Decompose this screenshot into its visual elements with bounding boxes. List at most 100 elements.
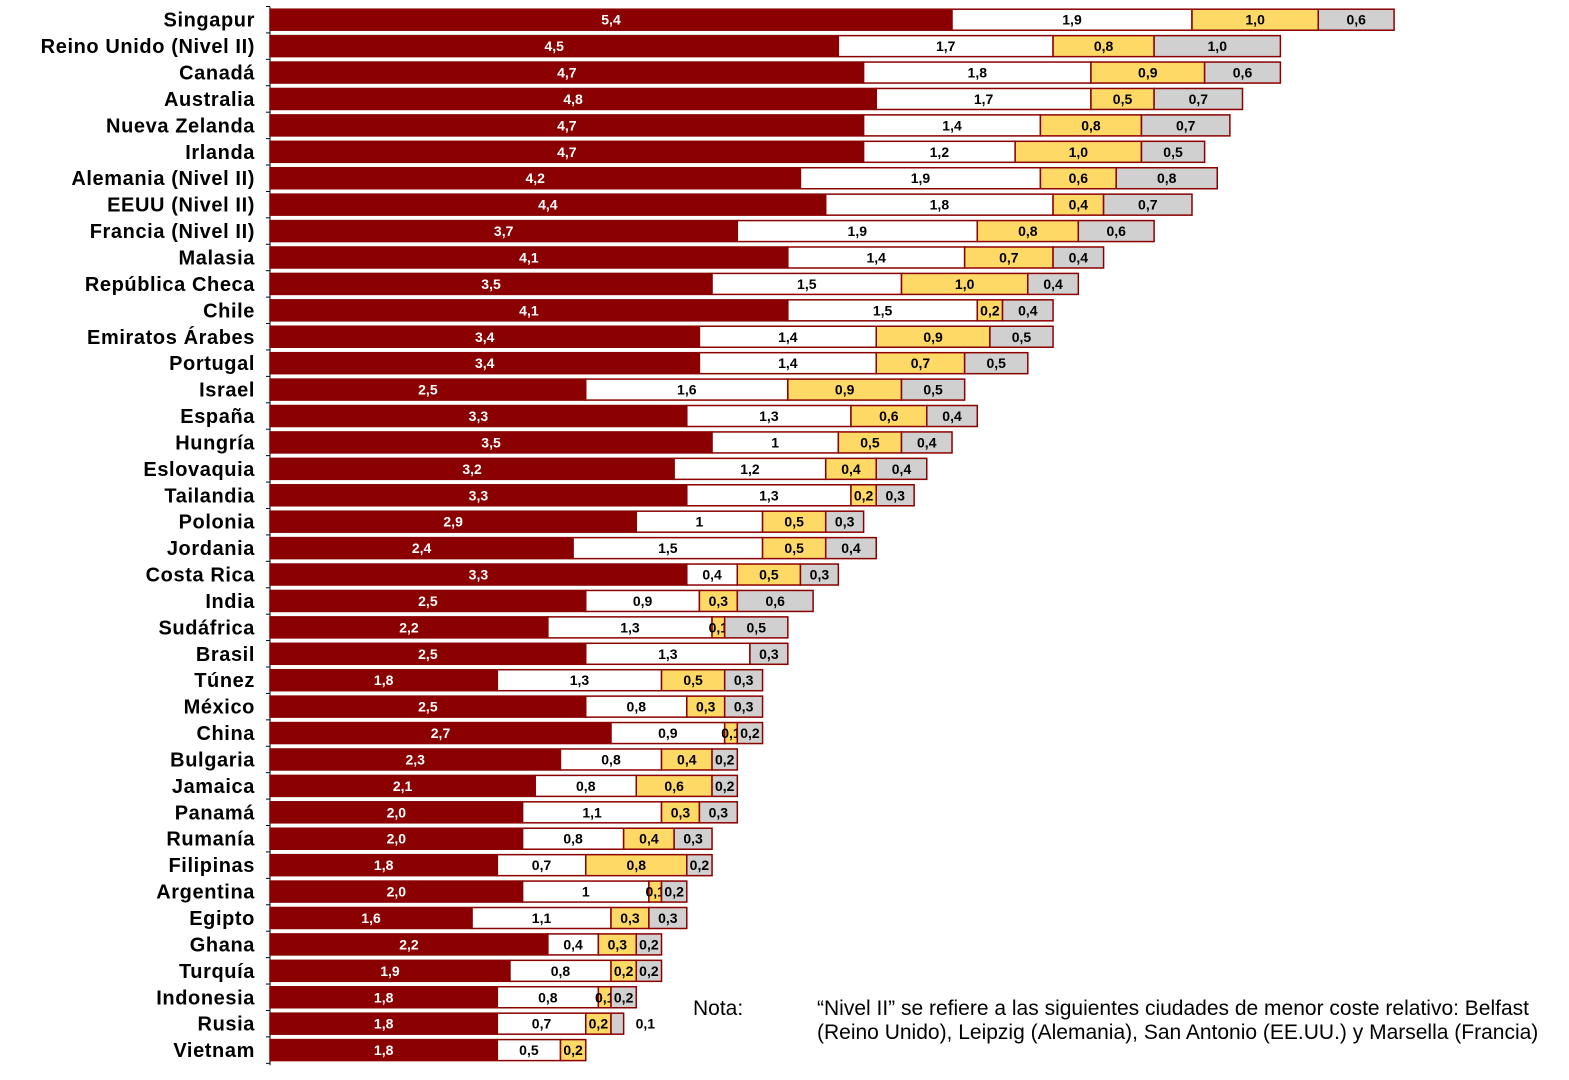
category-label: Jamaica [172,776,255,798]
data-label: 0,4 [1018,302,1038,318]
data-label: 0,5 [860,434,880,450]
bar-segment-series-4 [1140,114,1231,137]
data-label: 1,1 [582,804,602,820]
category-label: Singapur [164,10,255,32]
bar-segment-series-4 [926,404,979,428]
category-label: Túnez [194,670,255,692]
bar-segment-series-4 [1317,8,1395,31]
data-label: 1 [771,434,779,450]
data-label: 3,5 [481,276,501,292]
data-label: 0,4 [942,408,962,424]
bar-segment-series-4 [900,431,953,454]
bar-segment-series-4 [824,510,865,533]
data-label: 1,0 [1245,12,1265,28]
data-label: 1,3 [570,672,590,688]
data-label: 4,1 [519,302,539,318]
data-label: 0,3 [608,936,628,952]
data-label: 0,8 [627,857,647,873]
data-label: 0,7 [532,1016,552,1032]
data-label: 1,9 [911,170,931,186]
bar-segment-series-4 [1077,219,1155,243]
data-label: 2,0 [387,884,407,900]
data-label: 0,2 [690,857,710,873]
data-label: 1,4 [942,117,962,133]
data-label: 2,0 [387,804,407,820]
category-label: Hungría [175,432,255,454]
bar-segment-series-4 [1001,299,1054,322]
data-label: 1,7 [936,38,956,54]
data-label: 3,2 [462,461,482,477]
data-label: 0,3 [620,910,640,926]
data-label: 2,0 [387,831,407,847]
data-label: 1,8 [930,197,950,213]
data-label: 0,7 [1176,117,1196,133]
bar-segment-series-4 [1115,166,1218,190]
data-label: 0,2 [854,487,874,503]
data-label: 0,8 [576,778,596,794]
bar-segment-series-4 [736,589,814,613]
data-label: 0,4 [639,831,659,847]
data-label: 0,8 [1081,117,1101,133]
data-label: 0,4 [1069,249,1089,265]
data-label: 0,4 [892,461,912,477]
data-label: 0,7 [1138,197,1158,213]
data-label: 0,2 [589,1016,609,1032]
bar-segment-series-4 [824,536,877,560]
bar-segment-series-4 [900,378,966,401]
data-label: 1,8 [374,672,394,688]
data-label: 0,5 [923,382,943,398]
data-label: 4,7 [557,144,577,160]
data-label: 0,8 [1157,170,1177,186]
data-label: 4,8 [563,91,583,107]
data-label: 2,2 [399,619,419,635]
data-label: 0,2 [980,302,1000,318]
category-label: Nueva Zelanda [106,115,255,137]
category-label: Francia (Nivel II) [90,221,255,243]
bar-segment-series-4 [698,801,739,824]
data-label: 0,5 [1012,329,1032,345]
data-label: 0,8 [538,989,558,1005]
data-label: 0,3 [709,593,729,609]
data-label: 0,5 [784,514,804,530]
data-label: 0,3 [671,804,691,820]
data-label: 1,8 [374,989,394,1005]
data-label: 1 [696,514,704,530]
data-label: 0,6 [1346,12,1366,28]
data-label: 0,2 [614,989,634,1005]
bar-segment-series-4 [610,1012,625,1035]
data-label: 0,8 [1094,38,1114,54]
data-label: 0,3 [810,567,830,583]
category-label: Canadá [179,63,255,85]
category-label: México [184,697,255,719]
data-label: 0,6 [1233,65,1253,81]
data-label: 1 [582,884,590,900]
bar-segment-series-4 [749,642,789,666]
data-label: 0,3 [734,699,754,715]
bar-segment-series-4 [1027,272,1080,296]
bar-segment-series-4 [1153,87,1244,111]
data-label: 1,9 [848,223,868,239]
data-label: 2,1 [393,778,413,794]
data-label: 0,6 [765,593,785,609]
data-label: 2,2 [399,936,419,952]
data-label: 4,5 [544,38,564,54]
data-label: 0,4 [677,751,697,767]
bar-segment-series-4 [610,986,638,1009]
note-label: Nota: [693,997,744,1020]
data-label: 3,4 [475,329,495,345]
data-label: 0,6 [1106,223,1126,239]
data-label: 0,4 [841,540,861,556]
bar-segment-series-4 [1203,61,1282,84]
data-label: 0,8 [601,751,621,767]
data-label: 0,5 [519,1042,539,1058]
data-label: 3,7 [494,223,514,239]
data-label: 1,3 [759,487,779,503]
bar-segment-series-4 [711,774,739,798]
data-label: 1,0 [1069,144,1089,160]
data-label: 2,4 [412,540,432,556]
category-label: Reino Unido (Nivel II) [41,36,255,58]
data-label: 1,5 [873,302,893,318]
bar-segment-series-4 [1102,193,1193,216]
category-label: Costa Rica [146,565,256,587]
